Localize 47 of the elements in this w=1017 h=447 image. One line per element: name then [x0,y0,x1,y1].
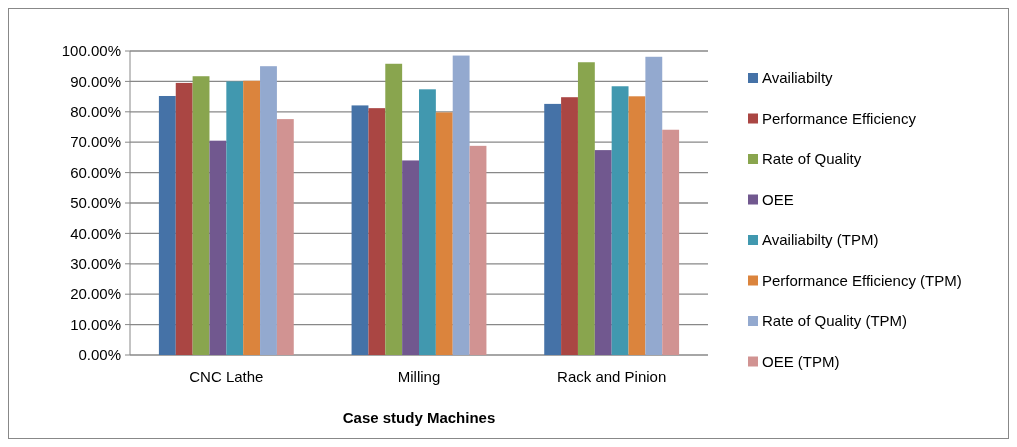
bar [611,86,629,355]
y-tick-label: 60.00% [70,163,121,181]
y-tick-label: 30.00% [70,255,121,273]
bar [435,112,453,355]
bar [561,97,578,355]
y-tick-label: 40.00% [70,224,121,242]
legend-label: Performance Efficiency (TPM) [762,271,962,289]
bar [226,81,244,355]
legend-label: OEE [762,190,794,208]
bar [419,89,436,355]
legend-label: Rate of Quality (TPM) [762,312,908,330]
bar [351,105,369,355]
bar [276,119,294,355]
y-tick-label: 90.00% [70,72,121,90]
legend-label: Rate of Quality [762,150,862,168]
bar [402,160,419,355]
bar [662,129,680,355]
legend-label: Availiabilty (TPM) [762,231,879,249]
y-tick-label: 50.00% [70,194,121,212]
bar [452,55,470,355]
bar [385,63,403,355]
bar [628,96,646,355]
bar [192,76,210,355]
x-axis-title: Case study Machines [342,409,496,426]
x-tick-label: Milling [397,368,441,385]
bar [469,145,487,355]
bar [209,140,227,355]
y-tick-label: 20.00% [70,285,121,303]
x-tick-label: CNC Lathe [189,368,264,385]
bar [158,95,176,355]
y-tick-label: 10.00% [70,315,121,333]
legend-label: Performance Efficiency [762,109,917,127]
y-tick-label: 70.00% [70,133,121,151]
bar [175,82,193,355]
legend-label: Availiabilty [762,69,834,87]
y-tick-label: 80.00% [70,103,121,121]
bar [243,80,261,355]
bar [645,56,663,355]
x-tick-label: Rack and Pinion [557,368,667,385]
bar [594,150,612,355]
y-tick-label: 100.00% [61,42,121,60]
bar [577,62,595,355]
y-tick-label: 0.00% [78,346,121,364]
bar [260,66,277,355]
bar [368,108,386,355]
bar [544,103,562,355]
legend-label: OEE (TPM) [762,352,840,370]
